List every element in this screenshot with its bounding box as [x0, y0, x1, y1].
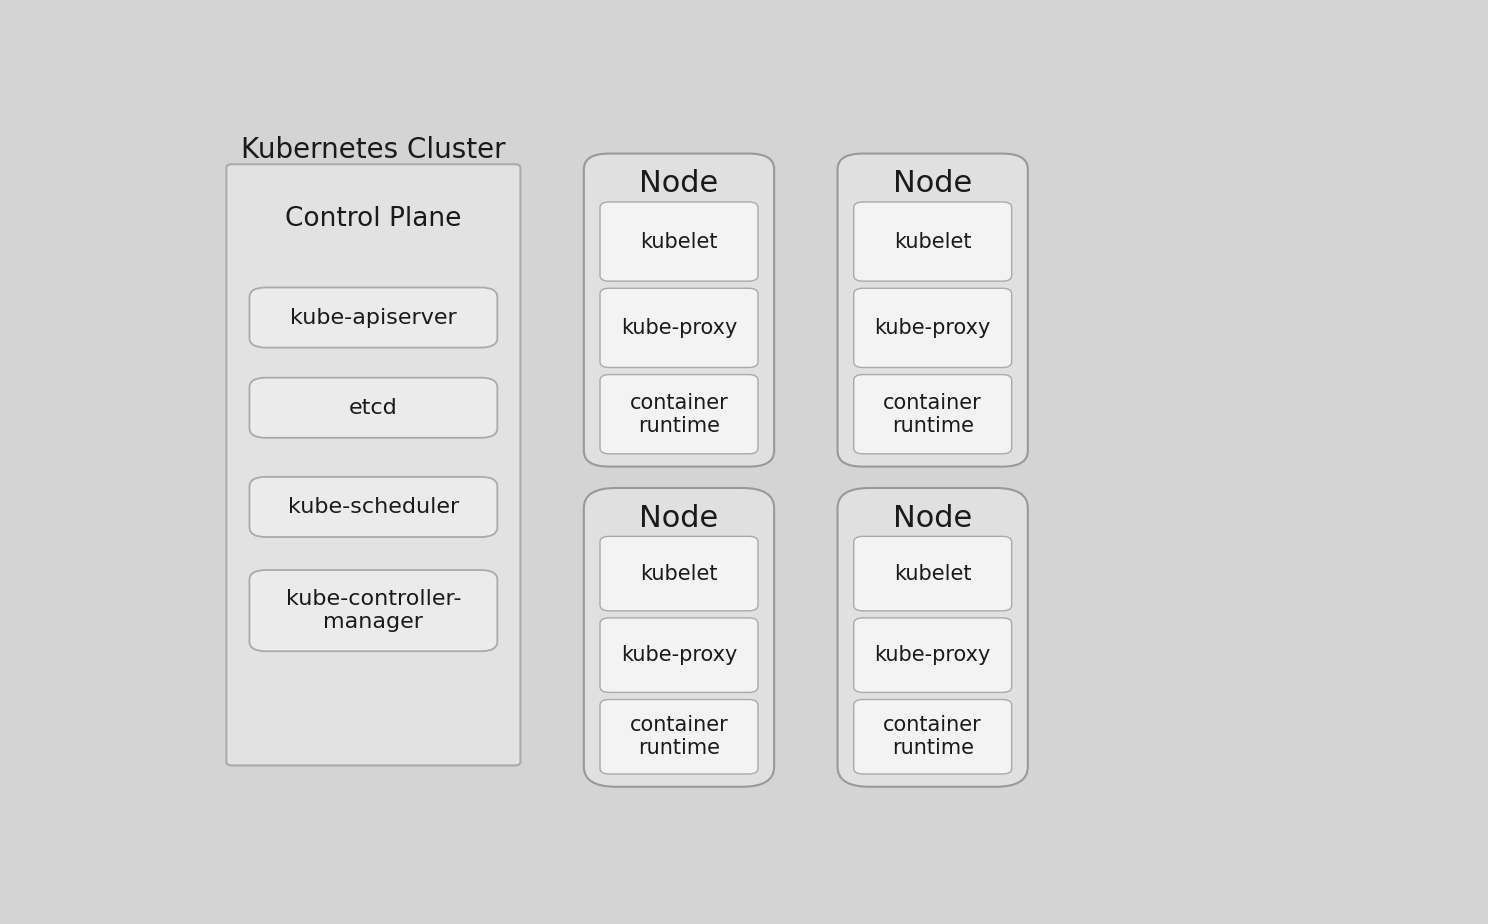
Text: container
runtime: container runtime [629, 393, 728, 436]
FancyBboxPatch shape [226, 164, 521, 765]
Text: Node: Node [893, 504, 972, 532]
Text: kube-proxy: kube-proxy [620, 318, 737, 338]
Text: container
runtime: container runtime [884, 393, 982, 436]
FancyBboxPatch shape [250, 378, 497, 438]
FancyBboxPatch shape [854, 536, 1012, 611]
Text: container
runtime: container runtime [629, 715, 728, 759]
FancyBboxPatch shape [583, 153, 774, 467]
Text: Kubernetes Cluster: Kubernetes Cluster [241, 136, 506, 164]
FancyBboxPatch shape [600, 288, 757, 368]
FancyBboxPatch shape [250, 287, 497, 347]
FancyBboxPatch shape [250, 570, 497, 651]
Text: kube-proxy: kube-proxy [875, 645, 991, 665]
FancyBboxPatch shape [600, 699, 757, 774]
FancyBboxPatch shape [854, 374, 1012, 454]
FancyBboxPatch shape [583, 488, 774, 787]
Text: etcd: etcd [350, 397, 397, 418]
FancyBboxPatch shape [250, 477, 497, 537]
Text: Control Plane: Control Plane [286, 206, 461, 232]
Text: kubelet: kubelet [640, 564, 717, 584]
Text: kube-apiserver: kube-apiserver [290, 308, 457, 327]
FancyBboxPatch shape [854, 699, 1012, 774]
Text: container
runtime: container runtime [884, 715, 982, 759]
Text: kubelet: kubelet [640, 232, 717, 251]
FancyBboxPatch shape [854, 618, 1012, 692]
Text: kube-proxy: kube-proxy [620, 645, 737, 665]
FancyBboxPatch shape [838, 153, 1028, 467]
FancyBboxPatch shape [838, 488, 1028, 787]
FancyBboxPatch shape [600, 618, 757, 692]
Text: Node: Node [640, 169, 719, 199]
Text: kube-proxy: kube-proxy [875, 318, 991, 338]
Text: kube-controller-
manager: kube-controller- manager [286, 589, 461, 632]
FancyBboxPatch shape [600, 374, 757, 454]
Text: kube-scheduler: kube-scheduler [287, 497, 458, 517]
Text: kubelet: kubelet [894, 564, 972, 584]
Text: Node: Node [893, 169, 972, 199]
FancyBboxPatch shape [854, 288, 1012, 368]
Text: Node: Node [640, 504, 719, 532]
FancyBboxPatch shape [600, 536, 757, 611]
FancyBboxPatch shape [600, 202, 757, 281]
Text: kubelet: kubelet [894, 232, 972, 251]
FancyBboxPatch shape [854, 202, 1012, 281]
